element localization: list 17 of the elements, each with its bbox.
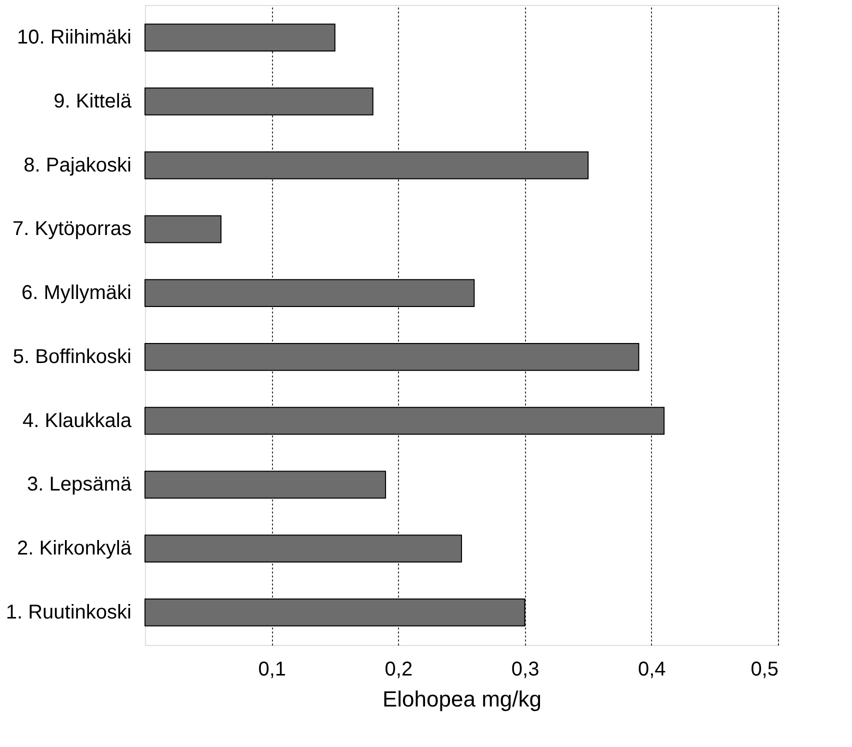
bar xyxy=(144,215,222,244)
y-tick-label: 2. Kirkonkylä xyxy=(17,538,132,560)
x-axis-title: Elohopea mg/kg xyxy=(382,686,542,712)
y-tick-label: 8. Pajakoski xyxy=(24,154,132,176)
y-tick-label: 10. Riihimäki xyxy=(17,26,132,49)
y-tick-label: 1. Ruutinkoski xyxy=(6,601,132,624)
x-tick-label: 0,4 xyxy=(638,658,666,680)
y-tick-label: 4. Klaukkala xyxy=(22,410,132,432)
y-tick-label: 9. Kittelä xyxy=(54,90,132,112)
y-tick-label: 7. Kytöporras xyxy=(12,218,132,240)
x-tick-label: 0,1 xyxy=(258,658,286,680)
y-tick-label: 6. Myllymäki xyxy=(21,282,132,304)
x-tick-label: 0,5 xyxy=(750,658,778,680)
x-tick-label: 0,2 xyxy=(384,658,413,680)
x-tick-label: 0,3 xyxy=(511,658,540,680)
y-tick-label: 3. Lepsämä xyxy=(26,474,132,496)
y-tick-label: 5. Boffinkoski xyxy=(12,346,132,368)
